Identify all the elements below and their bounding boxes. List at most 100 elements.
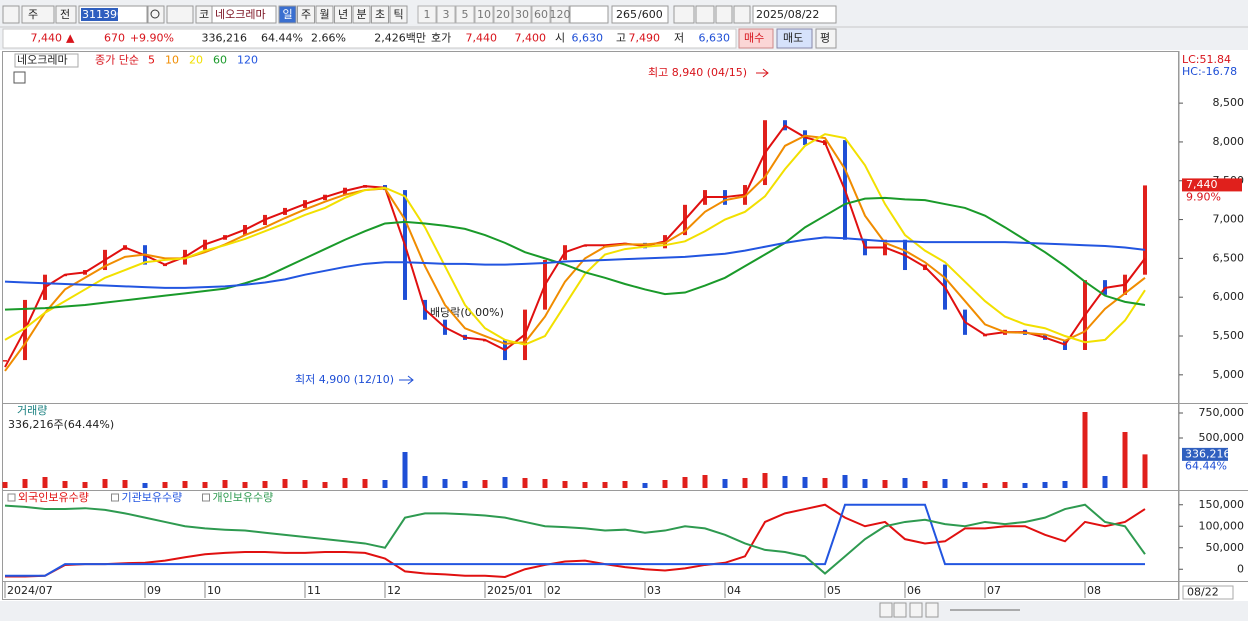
code: 311390 [82,8,124,21]
series-line [5,503,1145,577]
ask: 7,440 [466,32,498,45]
search-button[interactable] [147,5,165,24]
interval-label: 1 [424,8,431,21]
settings-button[interactable] [733,5,751,24]
legend-entry: 120 [237,54,258,67]
name-box [211,5,277,24]
x-tick-label: 2024/07 [7,584,53,597]
x-tick-label: 03 [647,584,661,597]
date: 2025/08/22 [756,8,819,21]
interval-button[interactable] [474,5,494,24]
tool-button[interactable] [695,5,715,24]
interval-button[interactable] [531,5,551,24]
x-tick-label: 02 [547,584,561,597]
arrow: ▲ [66,32,75,45]
period-button[interactable] [389,5,408,24]
y-tick-label: 0 [1237,562,1244,575]
x-tick-label: 04 [727,584,741,597]
scope: 전 [60,8,70,21]
volume-bar [22,479,28,488]
volume-bar [362,479,368,488]
interval-button[interactable] [417,5,437,24]
volume-bar [42,477,48,488]
x-tick-label: 2025/01 [487,584,533,597]
volume-bar [1142,454,1148,488]
low-label: 저 [674,32,684,45]
volume-bar [242,482,248,488]
last-volume-box [1182,447,1228,461]
period-button[interactable] [352,5,371,24]
open-label: 시 [555,32,565,45]
dropdown[interactable] [569,5,609,24]
legend-stock: 네오크레마 [17,54,68,67]
legend-entry: 개인보유수량 [213,491,274,504]
interval-button[interactable] [512,5,532,24]
save-button[interactable] [715,5,733,24]
volume-bar [842,475,848,488]
scroll-button[interactable] [909,602,923,618]
legend-entry: 20 [189,54,203,67]
menu-button[interactable] [2,5,20,24]
last-volume-pct: 64.44% [1185,459,1227,472]
interval-label: 3 [443,8,450,21]
stock-name: 네오크레마 [215,8,266,21]
last-volume: 336,216 [1185,447,1231,460]
scope-button[interactable] [55,5,77,24]
y-tick-label: 5,500 [1213,329,1245,342]
volume-bar [82,482,88,488]
high-annotation: 최고 8,940 (04/15) [648,66,747,79]
avg-button[interactable] [815,28,837,49]
volume-bar [182,481,188,488]
search-icon [150,9,160,19]
scroll-button[interactable] [879,602,893,618]
period-button[interactable] [297,5,315,24]
interval-button[interactable] [550,5,570,24]
buy: 매수 [744,32,764,45]
period-button[interactable] [315,5,334,24]
last-price: 7,440 [1186,178,1218,191]
volume-bar [1122,432,1128,488]
legend-icon [202,493,210,502]
volume-bar [522,478,528,488]
buy-button[interactable] [738,28,774,49]
tool-button[interactable] [673,5,695,24]
price-candle [1143,185,1147,275]
legend-entry: 5 [148,54,155,67]
scroll-button[interactable] [925,602,939,618]
interval-button[interactable] [436,5,456,24]
volume-subtitle: 336,216주(64.44%) [8,418,114,431]
lc-label: LC:51.84 [1182,53,1231,66]
series-line [5,503,1146,579]
interval-button[interactable] [493,5,513,24]
series-line [4,503,1146,575]
date-box[interactable] [752,5,837,24]
end-date-box [1182,585,1234,600]
turnover: 2.66% [311,32,346,45]
volume-bar [102,479,108,488]
series-line [4,133,1146,346]
market-select[interactable] [21,5,55,24]
high-arrow [756,68,769,78]
ask-label: 호가 [431,32,451,45]
legend-entry: 10 [165,54,179,67]
y-tick-label: 6,500 [1213,251,1245,264]
interval-label: 120 [550,8,571,21]
open: 6,630 [572,32,604,45]
series-line [4,236,1146,289]
period-button[interactable] [278,5,297,24]
period-button[interactable] [334,5,352,24]
volume-bar [882,480,888,488]
volume-bar [662,480,668,488]
interval-button[interactable] [455,5,475,24]
volume-bar [122,480,128,488]
volume-bar [442,479,448,488]
sound-button[interactable] [166,5,194,24]
table-icon[interactable] [13,71,26,84]
period-button[interactable] [371,5,389,24]
sell-button[interactable] [776,28,813,49]
volume-bar [1102,476,1108,488]
change-pct: +9.90% [130,32,174,45]
volume-bar [802,477,808,488]
scroll-button[interactable] [893,602,907,618]
interval-label: 30 [515,8,529,21]
